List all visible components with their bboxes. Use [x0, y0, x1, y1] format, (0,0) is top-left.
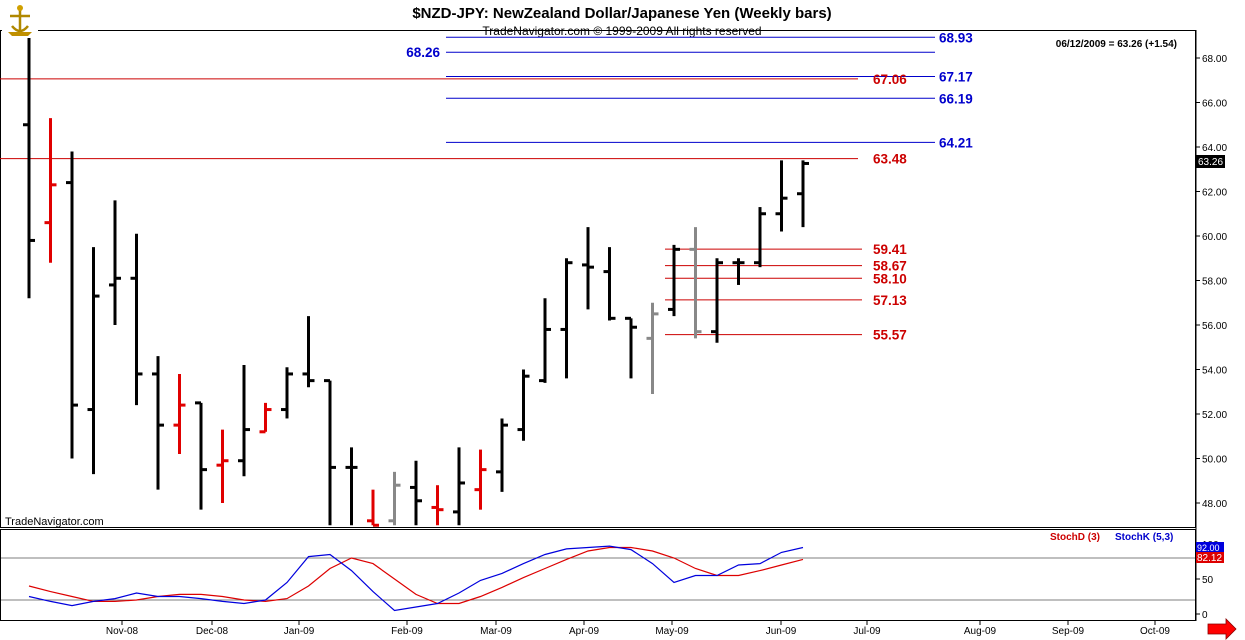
price-bar [109, 200, 121, 325]
x-tick-label: Mar-09 [480, 626, 512, 637]
price-bar [625, 316, 637, 379]
price-bar [410, 460, 422, 526]
level-label: 68.26 [406, 45, 440, 60]
level-label: 55.57 [873, 328, 907, 343]
x-tick-label: Dec-08 [196, 626, 229, 637]
price-bar [173, 373, 186, 455]
copyright-text: TradeNavigator.com © 1999-2009 All right… [482, 24, 761, 38]
price-bar [582, 227, 594, 310]
price-bar [754, 207, 766, 268]
last-price-tag: 63.26 [1198, 157, 1223, 168]
x-tick-label: Jun-09 [766, 626, 797, 637]
stochk-legend: StochK (5,3) [1115, 532, 1173, 543]
x-tick-label: Apr-09 [569, 626, 599, 637]
level-label: 64.21 [939, 135, 973, 150]
x-tick-label: Sep-09 [1052, 626, 1085, 637]
price-bar [130, 233, 143, 406]
stochk-value-tag: 92.00 [1197, 543, 1220, 553]
x-tick-label: Feb-09 [391, 626, 423, 637]
price-bar [775, 160, 788, 232]
price-bar [603, 247, 616, 321]
y-tick-label: 60.00 [1202, 232, 1227, 243]
y-tick-label: 68.00 [1202, 54, 1227, 65]
price-bar [87, 247, 100, 475]
price-bar [23, 35, 35, 299]
x-tick-label: Aug-09 [964, 626, 997, 637]
x-tick-label: Jan-09 [284, 626, 315, 637]
y-tick-label: 58.00 [1202, 277, 1227, 288]
date-axis: Nov-08 Dec-08 Jan-09 Feb-09 Mar-09 Apr-09 May-… [106, 621, 1170, 637]
y-tick-label: 64.00 [1202, 143, 1227, 154]
stoch-series-line [28, 546, 804, 605]
x-tick-label: May-09 [655, 626, 689, 637]
scroll-right-arrow-icon[interactable] [1207, 618, 1237, 640]
stoch-tick-label: 50 [1202, 575, 1214, 586]
last-quote-text: 06/12/2009 = 63.26 (+1.54) [1056, 39, 1177, 50]
price-bar [216, 429, 229, 503]
level-label: 58.67 [873, 259, 907, 274]
y-tick-label: 48.00 [1202, 499, 1227, 510]
level-label: 66.19 [939, 91, 973, 106]
price-bar [367, 489, 379, 527]
trade-navigator-logo-icon [2, 2, 38, 38]
y-tick-label: 66.00 [1202, 99, 1227, 110]
level-label: 59.41 [873, 242, 907, 257]
price-bar [259, 402, 272, 434]
price-bar [496, 418, 508, 492]
y-tick-label: 54.00 [1202, 366, 1227, 377]
price-bar [474, 449, 487, 510]
y-tick-label: 56.00 [1202, 321, 1227, 332]
y-tick-label: 62.00 [1202, 188, 1227, 199]
price-bar [324, 379, 336, 526]
price-bar [453, 447, 465, 526]
level-lines: 68.93 68.26 67.17 67.06 66.19 64.21 63.48 59.41… [0, 30, 973, 343]
price-bar [539, 298, 551, 383]
y-tick-label: 52.00 [1202, 410, 1227, 421]
level-label: 67.06 [873, 72, 907, 87]
price-bar [345, 447, 358, 526]
price-bars [23, 35, 809, 527]
price-bar [388, 471, 401, 526]
level-label: 68.93 [939, 30, 973, 45]
x-tick-label: Nov-08 [106, 626, 139, 637]
y-tick-label: 50.00 [1202, 455, 1227, 466]
chart-title: $NZD-JPY: NewZealand Dollar/Japanese Yen… [412, 5, 831, 22]
level-label: 67.17 [939, 69, 973, 84]
price-bar [238, 365, 250, 477]
level-label: 63.48 [873, 152, 907, 167]
last-price-tag-bg [1196, 155, 1225, 168]
price-bar [431, 485, 444, 526]
price-bar [689, 227, 702, 339]
price-bar [517, 369, 530, 441]
stochk-value-tag-bg [1196, 542, 1224, 552]
price-bar [281, 367, 293, 419]
price-bar [732, 258, 745, 285]
price-bar [797, 160, 809, 228]
price-bar [302, 316, 315, 388]
x-tick-label: Oct-09 [1140, 626, 1170, 637]
price-bar [195, 401, 207, 510]
stochastic-lines: 050100 [1, 540, 1219, 621]
stochastic-panel-frame [0, 529, 1196, 621]
stochd-value-tag-bg [1196, 552, 1224, 563]
level-label: 57.13 [873, 293, 907, 308]
price-bar [66, 151, 78, 459]
price-bar [668, 244, 680, 317]
price-bar [711, 258, 723, 343]
stoch-series-line [28, 545, 804, 612]
stochd-legend: StochD (3) [1050, 532, 1100, 543]
x-tick-label: Jul-09 [853, 626, 881, 637]
price-axis: 48.00 50.00 52.00 54.00 56.00 58.00 60.00 62.00… [1196, 54, 1227, 510]
price-bar [152, 356, 164, 490]
stochd-value-tag: 82.12 [1197, 553, 1222, 564]
price-bar [44, 118, 57, 263]
watermark-text: TradeNavigator.com [5, 516, 104, 528]
price-bar [560, 258, 573, 379]
level-label: 58.10 [873, 271, 907, 286]
price-bar [646, 302, 659, 394]
stoch-tick-label: 0 [1202, 610, 1208, 621]
